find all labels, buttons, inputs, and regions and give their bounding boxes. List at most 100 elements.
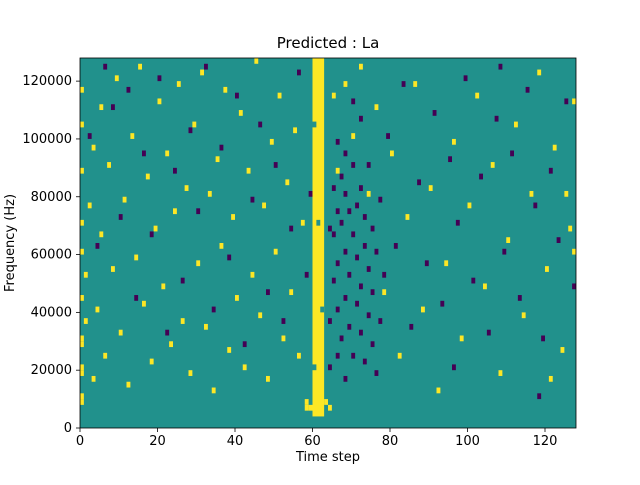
purple-cell bbox=[331, 277, 336, 284]
purple-cell bbox=[366, 162, 371, 168]
purple-cell bbox=[533, 202, 538, 209]
yellow-cell bbox=[572, 98, 576, 105]
purple-cell bbox=[502, 248, 507, 255]
yellow-cell bbox=[80, 370, 84, 376]
purple-cell bbox=[452, 364, 456, 371]
purple-cell bbox=[455, 219, 460, 226]
yellow-cell bbox=[188, 370, 193, 376]
x-tick-label: 100 bbox=[455, 434, 480, 449]
purple-cell bbox=[378, 318, 383, 324]
purple-cell bbox=[335, 138, 340, 145]
yellow-cell bbox=[390, 150, 394, 157]
y-tick-label: 60000 bbox=[31, 248, 72, 263]
yellow-cell bbox=[157, 98, 162, 105]
yellow-cell bbox=[184, 185, 189, 191]
yellow-cell bbox=[215, 156, 220, 163]
yellow-cell bbox=[242, 364, 247, 371]
purple-cell bbox=[463, 75, 468, 82]
purple-cell bbox=[517, 295, 522, 301]
purple-cell bbox=[308, 190, 313, 197]
yellow-cell bbox=[173, 208, 177, 215]
yellow-cell bbox=[246, 167, 251, 174]
yellow-cell bbox=[490, 162, 495, 168]
purple-cell bbox=[366, 266, 371, 272]
yellow-cell bbox=[483, 283, 487, 290]
yellow-cell bbox=[80, 167, 84, 174]
purple-cell bbox=[339, 219, 344, 226]
yellow-cell bbox=[80, 364, 84, 371]
yellow-cell bbox=[568, 225, 573, 232]
yellow-cell bbox=[421, 306, 425, 313]
purple-cell bbox=[386, 133, 390, 139]
purple-cell bbox=[196, 208, 201, 215]
yellow-cell bbox=[269, 138, 274, 145]
yellow-cell bbox=[564, 190, 569, 197]
yellow-cell bbox=[231, 214, 235, 220]
purple-cell bbox=[359, 115, 363, 122]
yellow-cell bbox=[80, 219, 84, 226]
purple-cell bbox=[157, 75, 162, 82]
purple-cell bbox=[351, 98, 356, 105]
purple-cell bbox=[331, 185, 336, 191]
purple-cell bbox=[227, 254, 232, 261]
y-tick-label: 80000 bbox=[31, 190, 72, 205]
yellow-cell bbox=[467, 202, 472, 209]
yellow-cell bbox=[444, 260, 449, 267]
purple-cell bbox=[417, 179, 421, 186]
purple-cell bbox=[351, 231, 356, 238]
purple-cell bbox=[219, 144, 224, 151]
purple-cell bbox=[103, 63, 108, 70]
yellow-cell bbox=[235, 295, 239, 301]
purple-cell bbox=[118, 214, 123, 220]
purple-cell bbox=[432, 110, 437, 116]
yellow-cell bbox=[521, 312, 526, 319]
yellow-cell bbox=[560, 347, 565, 353]
yellow-cell bbox=[134, 254, 139, 261]
yellow-cell bbox=[87, 202, 92, 209]
purple-cell bbox=[188, 127, 193, 134]
y-tick-label: 20000 bbox=[31, 363, 72, 378]
yellow-cell bbox=[514, 121, 518, 128]
yellow-cell bbox=[80, 335, 84, 342]
purple-cell bbox=[335, 352, 340, 359]
yellow-cell bbox=[227, 347, 232, 353]
y-axis-label: Frequency (Hz) bbox=[3, 194, 18, 292]
yellow-cell bbox=[545, 266, 549, 272]
purple-cell bbox=[335, 208, 340, 215]
yellow-cell bbox=[99, 104, 104, 111]
purple-cell bbox=[343, 150, 348, 157]
chart-title: Predicted : La bbox=[277, 34, 380, 52]
yellow-cell bbox=[266, 375, 270, 382]
purple-cell bbox=[541, 335, 545, 342]
yellow-cell bbox=[529, 190, 534, 197]
yellow-cell bbox=[196, 260, 201, 267]
purple-cell bbox=[343, 295, 348, 301]
yellow-cell bbox=[366, 190, 371, 197]
purple-cell bbox=[111, 104, 115, 111]
yellow-cell bbox=[331, 92, 336, 99]
yellow-cell bbox=[405, 214, 410, 220]
purple-cell bbox=[355, 300, 359, 307]
purple-cell bbox=[266, 289, 270, 296]
purple-cell bbox=[374, 370, 379, 376]
yellow-cell bbox=[304, 399, 309, 405]
yellow-cell bbox=[145, 173, 150, 180]
yellow-cell bbox=[428, 185, 433, 191]
yellow-cell bbox=[153, 225, 158, 232]
purple-cell bbox=[258, 121, 263, 128]
yellow-cell bbox=[297, 352, 301, 359]
yellow-cell bbox=[324, 399, 328, 405]
purple-cell bbox=[173, 167, 177, 174]
yellow-cell bbox=[219, 243, 224, 249]
y-tick-label: 0 bbox=[64, 421, 72, 436]
yellow-cell bbox=[285, 179, 290, 186]
purple-cell bbox=[335, 260, 340, 267]
yellow-cell bbox=[95, 306, 100, 313]
yellow-cell bbox=[335, 167, 340, 174]
yellow-cell bbox=[107, 162, 111, 168]
yellow-cell bbox=[122, 196, 127, 203]
purple-cell bbox=[366, 312, 371, 319]
purple-cell bbox=[486, 329, 491, 336]
yellow-cell bbox=[273, 248, 278, 255]
